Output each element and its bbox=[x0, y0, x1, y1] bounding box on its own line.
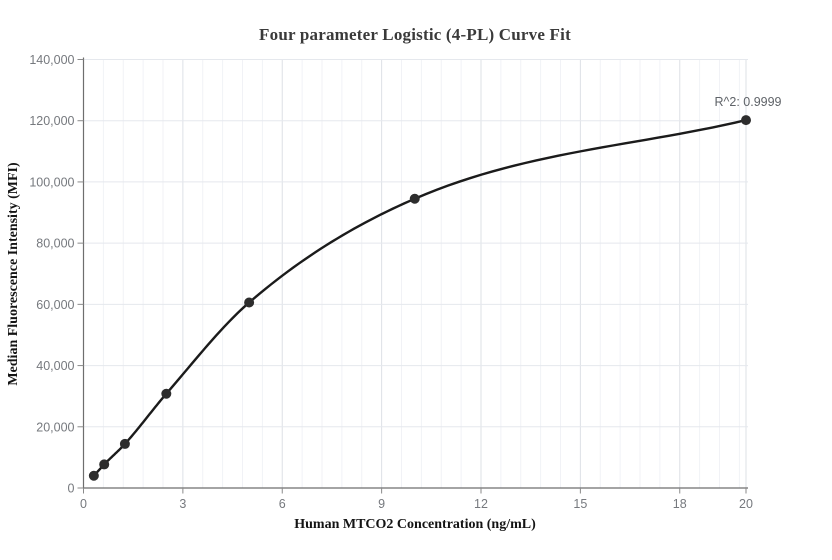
data-point bbox=[741, 115, 751, 126]
y-tick-label: 20,000 bbox=[36, 420, 74, 434]
data-point bbox=[99, 459, 110, 470]
chart-title: Four parameter Logistic (4-PL) Curve Fit bbox=[259, 25, 571, 44]
x-tick-label: 18 bbox=[673, 497, 687, 511]
data-point bbox=[119, 438, 130, 449]
y-tick-label: 80,000 bbox=[36, 237, 74, 251]
fit-curve bbox=[92, 118, 748, 477]
data-point bbox=[88, 470, 99, 481]
y-tick-label: 0 bbox=[68, 482, 75, 496]
x-tick-label: 6 bbox=[279, 497, 286, 511]
data-point bbox=[244, 297, 255, 308]
x-tick-label: 20 bbox=[739, 497, 753, 511]
x-tick-label: 12 bbox=[474, 497, 488, 511]
x-tick-label: 9 bbox=[378, 497, 385, 511]
y-tick-label: 40,000 bbox=[36, 359, 74, 373]
x-tick-label: 3 bbox=[179, 497, 186, 511]
data-point bbox=[161, 388, 172, 399]
r-squared-annotation: R^2: 0.9999 bbox=[714, 95, 781, 109]
y-tick-label: 60,000 bbox=[36, 298, 74, 312]
x-tick-label: 0 bbox=[80, 497, 87, 511]
y-tick-label: 100,000 bbox=[29, 175, 74, 189]
x-axis-title: Human MTCO2 Concentration (ng/mL) bbox=[294, 517, 536, 532]
x-tick-label: 15 bbox=[573, 497, 587, 511]
y-tick-label: 120,000 bbox=[29, 114, 74, 128]
y-tick-label: 140,000 bbox=[29, 53, 74, 67]
data-point bbox=[409, 193, 420, 204]
